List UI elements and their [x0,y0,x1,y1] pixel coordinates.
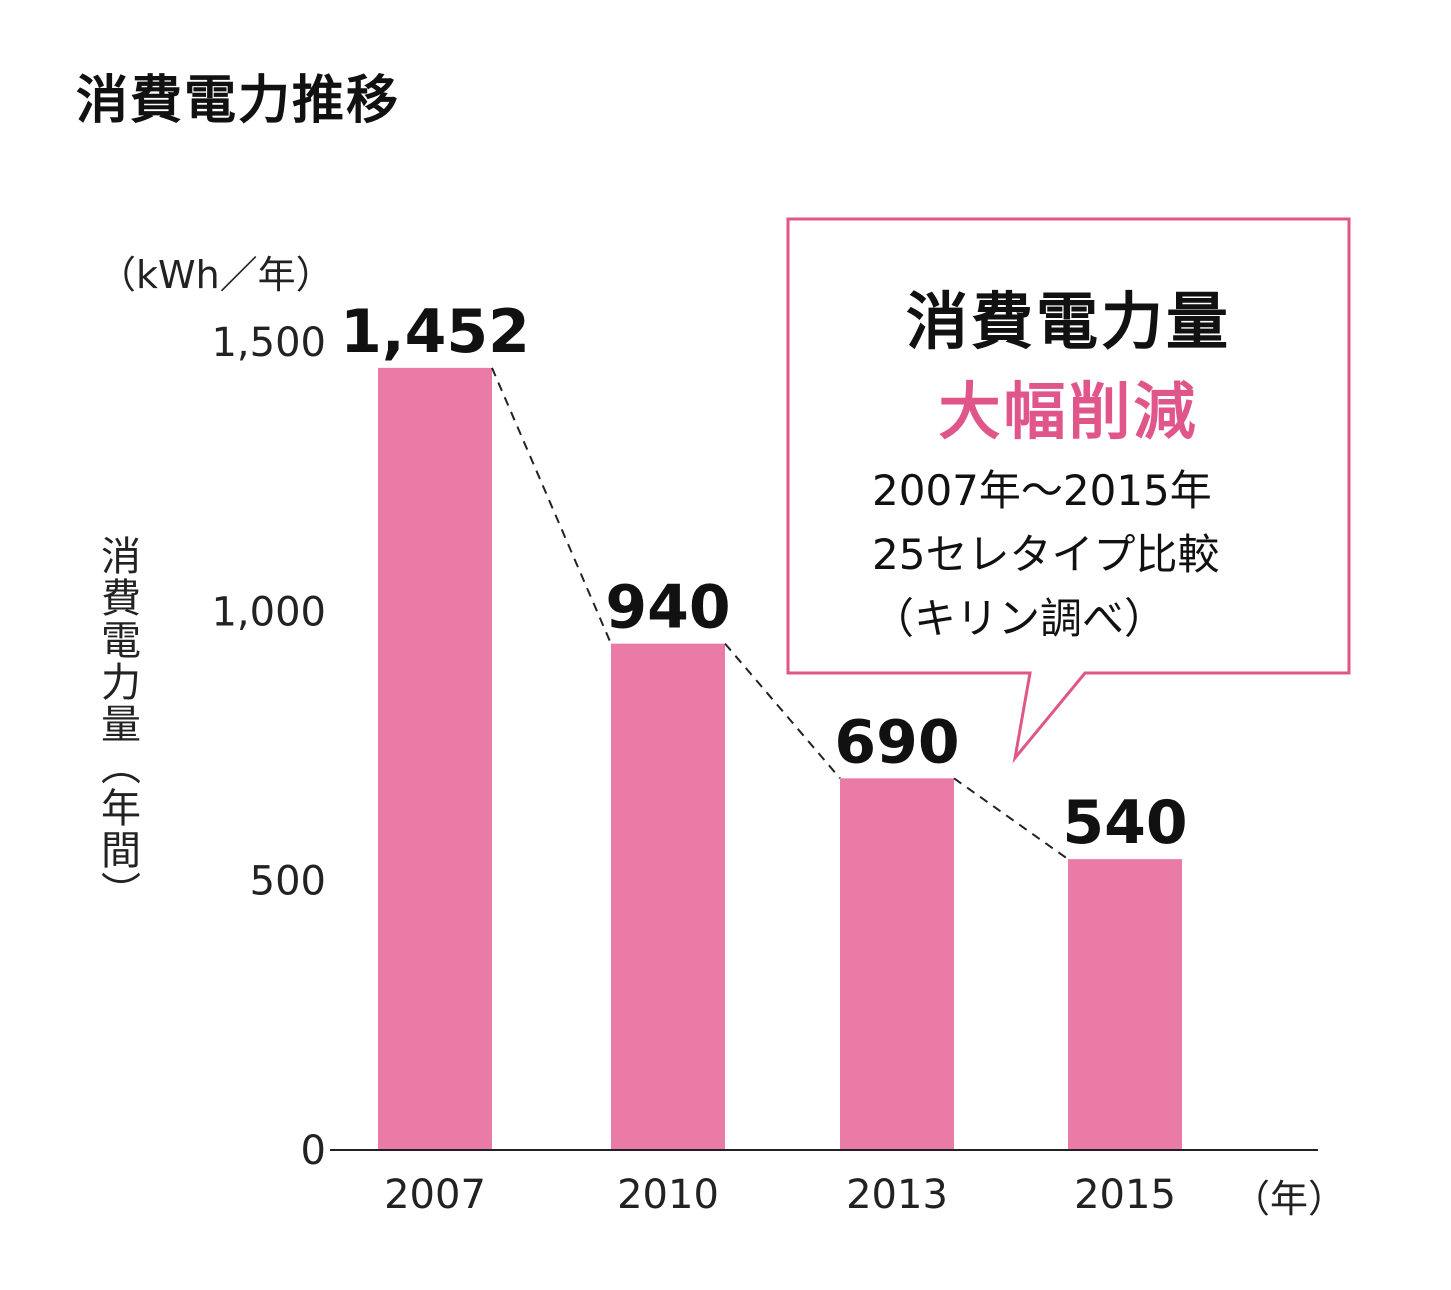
trend-line-segment [724,643,841,779]
data-label-2015: 540 [1062,788,1187,858]
callout-note-period: 2007年～2015年 [872,466,1212,515]
annotation-callout: 消費電力量 大幅削減 2007年～2015年 25セレタイプ比較 （キリン調べ） [788,219,1349,673]
y-axis-label: 消費電力量（年間） [94,535,140,913]
callout-box [786,217,1351,764]
trend-line-segment [491,367,612,645]
bar-2015 [1068,859,1182,1150]
y-tick-label: 0 [301,1128,326,1174]
data-label-2013: 690 [834,707,959,777]
x-tick-label: 2007 [384,1172,486,1218]
callout-note: 2007年～2015年 25セレタイプ比較 （キリン調べ） [872,459,1219,651]
bar-2010 [611,643,725,1150]
y-tick-label: 1,000 [211,589,326,635]
callout-highlight: 大幅削減 [938,375,1199,448]
y-tick-label: 1,500 [211,320,326,366]
x-unit-label: （年） [1232,1177,1347,1221]
bar-2013 [840,778,954,1150]
callout-note-comparison: 25セレタイプ比較 [872,530,1220,579]
trend-line-segment [953,777,1069,860]
bar-2007 [378,367,492,1151]
chart-title: 消費電力推移 [76,71,401,131]
y-unit-label: （kWh／年） [98,253,334,297]
x-tick-label: 2013 [846,1172,948,1218]
y-tick-label: 500 [250,859,326,905]
x-tick-label: 2010 [617,1172,719,1218]
callout-heading: 消費電力量 [905,285,1231,358]
data-label-2007: 1,452 [340,297,530,367]
data-label-2010: 940 [605,573,730,643]
x-tick-label: 2015 [1074,1172,1176,1218]
callout-note-source: （キリン調べ） [872,594,1167,643]
